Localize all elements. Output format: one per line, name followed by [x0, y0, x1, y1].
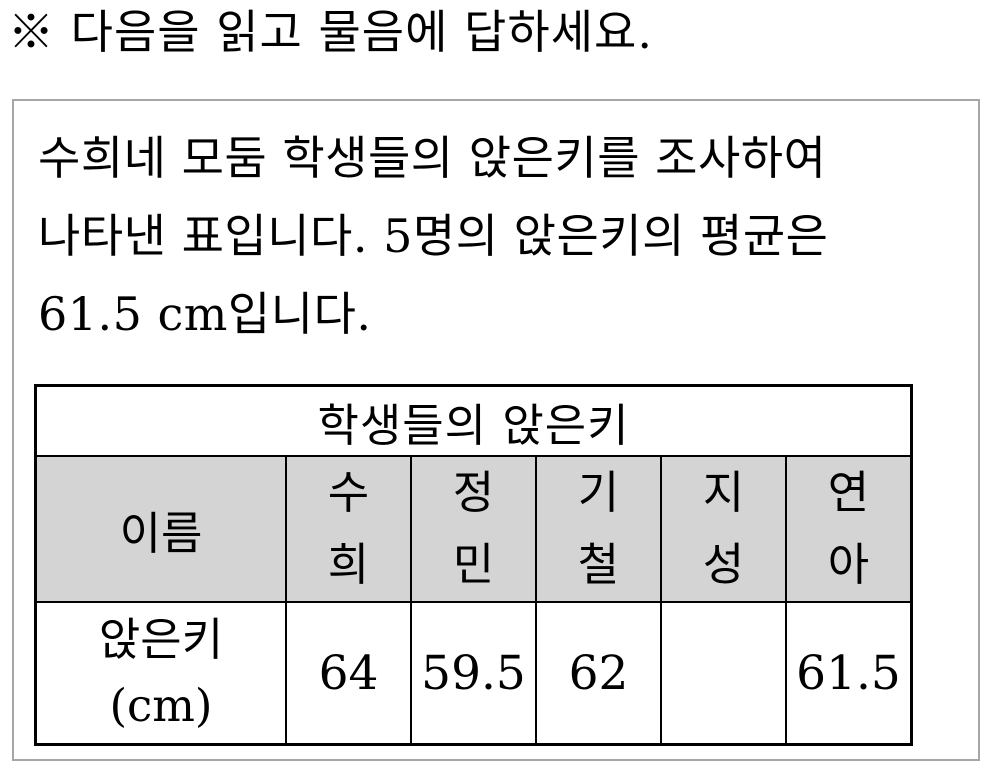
value-cell: 61.5: [785, 601, 913, 746]
value-cell: 64: [285, 601, 412, 746]
problem-paragraph: 수희네 모둠 학생들의 앉은키를 조사하여 나타낸 표입니다. 5명의 앉은키의…: [38, 119, 829, 353]
table-title-row: 학생들의 앉은키: [34, 384, 913, 457]
value-cell-empty: [660, 601, 787, 746]
value-cell: 59.5: [410, 601, 537, 746]
header-cell-student: 연아: [785, 455, 913, 603]
header-cell-student: 수희: [285, 455, 412, 603]
row-label-unit: (cm): [109, 679, 213, 732]
sitting-height-table: 학생들의 앉은키 이름 수희 정민 기철 지성: [34, 384, 913, 746]
header-cell-student: 지성: [660, 455, 787, 603]
student-name: 기철: [577, 466, 620, 591]
value-cell: 62: [535, 601, 662, 746]
table-header-row: 이름 수희 정민 기철 지성 연아: [34, 455, 913, 603]
header-cell-student: 기철: [535, 455, 662, 603]
header-cell-name: 이름: [34, 455, 287, 603]
instruction-text: ※ 다음을 읽고 물음에 답하세요.: [8, 5, 653, 59]
paragraph-line: 나타낸 표입니다. 5명의 앉은키의 평균은: [38, 209, 829, 263]
row-label: 앉은키: [98, 613, 224, 666]
table-title: 학생들의 앉은키: [34, 384, 913, 457]
table-data-row: 앉은키 (cm) 64 59.5 62 61.5: [34, 601, 913, 746]
paragraph-line: 61.5 cm입니다.: [38, 287, 372, 341]
paragraph-line: 수희네 모둠 학생들의 앉은키를 조사하여: [38, 131, 827, 185]
row-label-cell: 앉은키 (cm): [34, 601, 287, 746]
problem-box: 수희네 모둠 학생들의 앉은키를 조사하여 나타낸 표입니다. 5명의 앉은키의…: [12, 99, 980, 761]
header-cell-student: 정민: [410, 455, 537, 603]
student-name: 연아: [827, 466, 870, 591]
student-name: 정민: [452, 466, 495, 591]
student-name: 수희: [327, 466, 370, 591]
student-name: 지성: [702, 466, 745, 591]
